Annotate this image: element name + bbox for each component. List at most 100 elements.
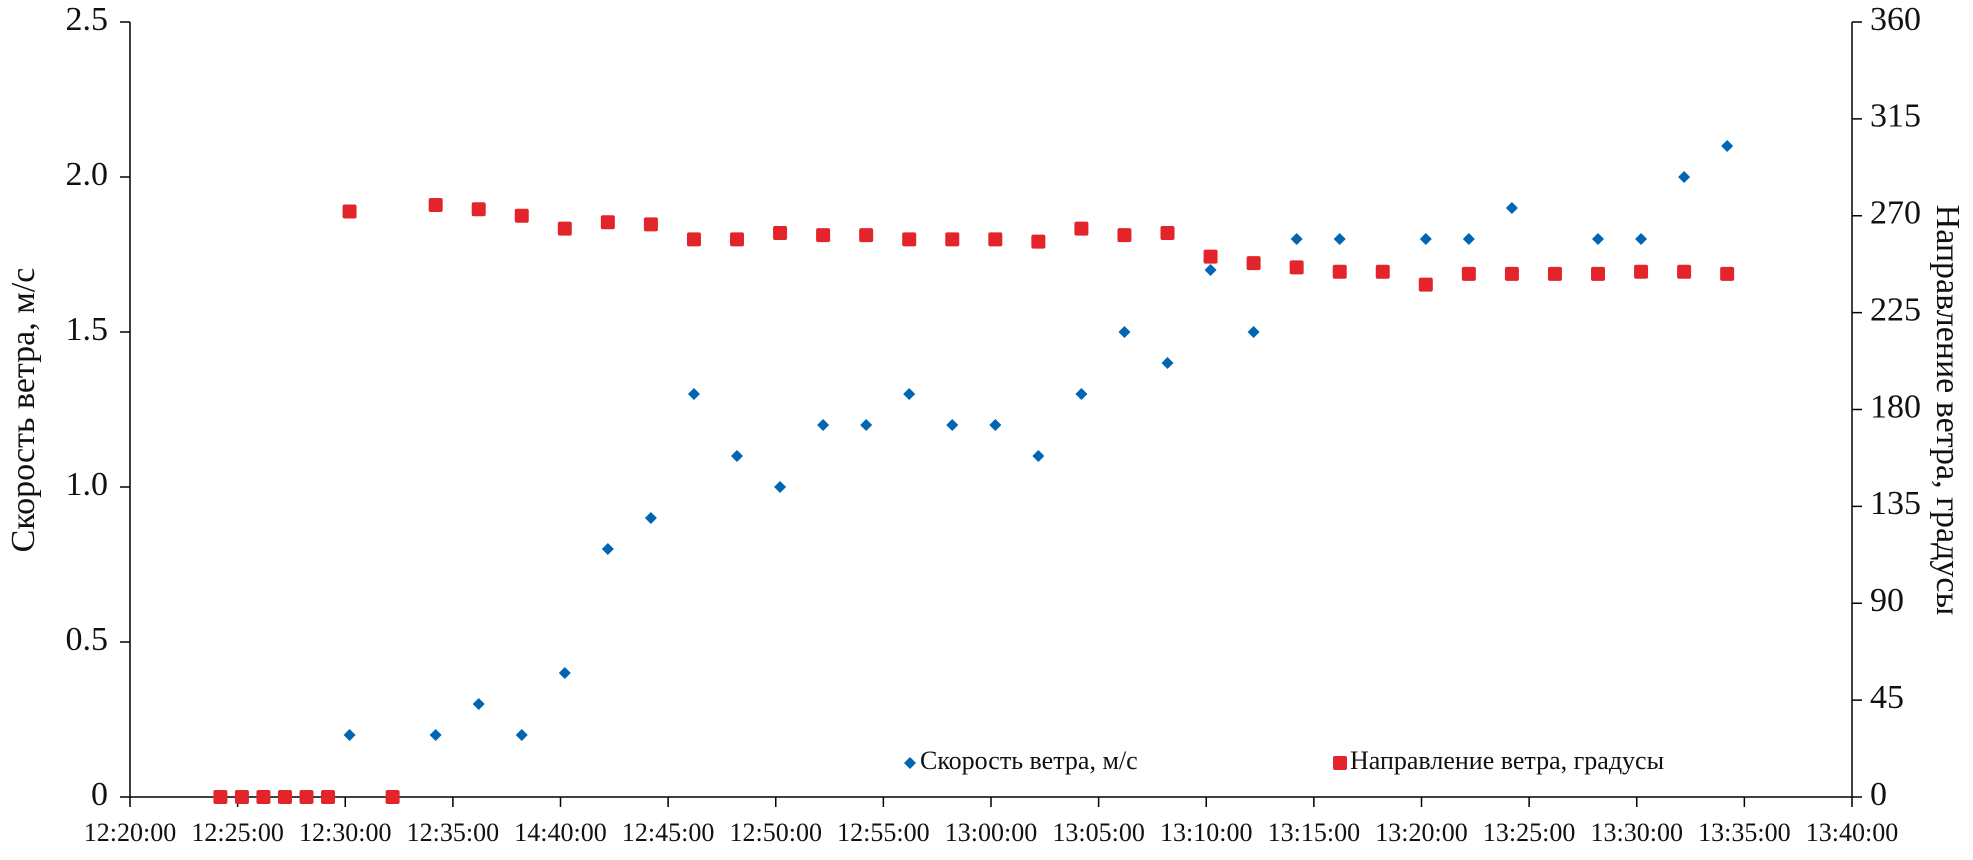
point bbox=[730, 232, 745, 247]
point bbox=[1677, 264, 1692, 279]
point bbox=[860, 419, 873, 431]
point bbox=[321, 790, 336, 804]
x-tick-label: 13:35:00 bbox=[1698, 818, 1790, 847]
point bbox=[277, 790, 292, 804]
point bbox=[1117, 228, 1132, 243]
point bbox=[773, 225, 788, 240]
point bbox=[558, 667, 571, 679]
point bbox=[429, 729, 442, 741]
x-tick-label: 13:15:00 bbox=[1268, 818, 1360, 847]
point bbox=[1161, 357, 1174, 369]
point bbox=[1075, 388, 1088, 400]
point bbox=[385, 790, 400, 804]
point bbox=[557, 221, 572, 236]
point bbox=[1160, 225, 1175, 240]
point bbox=[1419, 233, 1432, 245]
point bbox=[1289, 260, 1304, 275]
x-tick-label: 13:20:00 bbox=[1375, 818, 1467, 847]
y2-tick-label: 135 bbox=[1870, 485, 1921, 522]
point bbox=[342, 204, 357, 219]
x-tick-label: 12:45:00 bbox=[622, 818, 714, 847]
point bbox=[988, 232, 1003, 247]
y2-tick-label: 0 bbox=[1870, 776, 1887, 813]
point bbox=[472, 698, 485, 710]
point bbox=[1505, 202, 1518, 214]
point bbox=[343, 729, 356, 741]
y2-tick-label: 45 bbox=[1870, 679, 1904, 716]
y-tick-label: 2.5 bbox=[66, 1, 109, 38]
point bbox=[1118, 326, 1131, 338]
point bbox=[1547, 266, 1562, 281]
y-tick-label: 0.5 bbox=[66, 621, 109, 658]
legend-marker bbox=[1333, 756, 1347, 770]
y-tick-label: 1.5 bbox=[66, 311, 109, 348]
y-tick-label: 1.0 bbox=[66, 466, 109, 503]
x-tick-label: 13:05:00 bbox=[1052, 818, 1144, 847]
x-tick-label: 12:50:00 bbox=[730, 818, 822, 847]
point bbox=[1375, 264, 1390, 279]
point bbox=[1203, 249, 1218, 264]
point bbox=[687, 388, 700, 400]
point bbox=[1290, 233, 1303, 245]
point bbox=[1635, 233, 1648, 245]
point bbox=[234, 790, 249, 804]
legend-label: Скорость ветра, м/с bbox=[920, 746, 1138, 775]
x-tick-label: 12:20:00 bbox=[84, 818, 176, 847]
point bbox=[686, 232, 701, 247]
y-tick-label: 2.0 bbox=[66, 156, 109, 193]
point bbox=[817, 419, 830, 431]
point bbox=[1418, 277, 1433, 292]
y2-axis-title: Направление ветра, градусы bbox=[1929, 205, 1966, 616]
x-tick-label: 12:30:00 bbox=[299, 818, 391, 847]
legend-label: Направление ветра, градусы bbox=[1350, 746, 1664, 775]
legend-marker bbox=[904, 757, 916, 769]
point bbox=[902, 232, 917, 247]
x-tick-label: 14:40:00 bbox=[514, 818, 606, 847]
y-axis-title: Скорость ветра, м/с bbox=[5, 268, 42, 553]
y2-tick-label: 225 bbox=[1870, 291, 1921, 328]
point bbox=[1721, 140, 1734, 152]
point bbox=[989, 419, 1002, 431]
point bbox=[471, 202, 486, 217]
x-tick-label: 13:25:00 bbox=[1483, 818, 1575, 847]
point bbox=[1591, 266, 1606, 281]
point bbox=[1074, 221, 1089, 236]
point bbox=[1247, 326, 1260, 338]
y2-tick-label: 180 bbox=[1870, 388, 1921, 425]
y2-tick-label: 90 bbox=[1870, 582, 1904, 619]
point bbox=[1333, 233, 1346, 245]
point bbox=[643, 217, 658, 232]
point bbox=[1332, 264, 1347, 279]
x-tick-label: 12:55:00 bbox=[837, 818, 929, 847]
point bbox=[816, 228, 831, 243]
y2-tick-label: 360 bbox=[1870, 1, 1921, 38]
point bbox=[1462, 233, 1475, 245]
y-tick-label: 0 bbox=[91, 776, 108, 813]
point bbox=[514, 208, 529, 223]
point bbox=[1678, 171, 1691, 183]
point bbox=[1592, 233, 1605, 245]
point bbox=[1634, 264, 1649, 279]
x-tick-label: 13:30:00 bbox=[1591, 818, 1683, 847]
point bbox=[600, 215, 615, 230]
point bbox=[213, 790, 228, 804]
x-tick-label: 12:35:00 bbox=[407, 818, 499, 847]
point bbox=[601, 543, 614, 555]
point bbox=[1031, 234, 1046, 249]
point bbox=[774, 481, 787, 493]
y2-tick-label: 270 bbox=[1870, 195, 1921, 232]
x-tick-label: 13:00:00 bbox=[945, 818, 1037, 847]
x-tick-label: 12:25:00 bbox=[191, 818, 283, 847]
point bbox=[1720, 266, 1735, 281]
point bbox=[299, 790, 314, 804]
point bbox=[1204, 264, 1217, 276]
point bbox=[731, 450, 744, 462]
x-tick-label: 13:10:00 bbox=[1160, 818, 1252, 847]
point bbox=[644, 512, 657, 524]
point bbox=[256, 790, 271, 804]
y2-tick-label: 315 bbox=[1870, 98, 1921, 135]
point bbox=[1461, 266, 1476, 281]
point bbox=[428, 197, 443, 212]
point bbox=[515, 729, 528, 741]
